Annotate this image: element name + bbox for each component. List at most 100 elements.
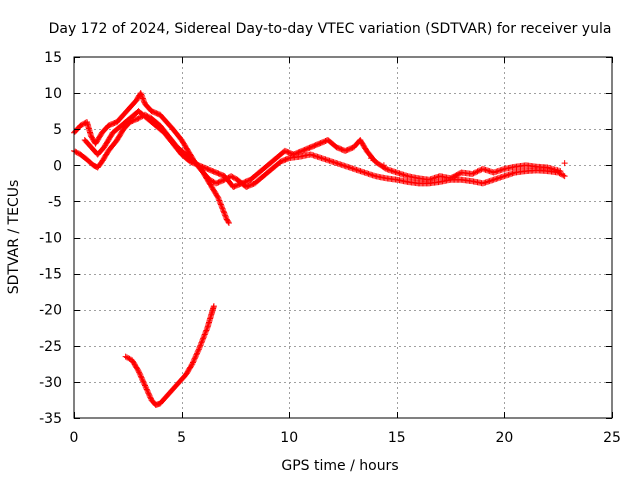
y-tick-label: -35 xyxy=(39,411,62,427)
data-point-marker xyxy=(217,201,224,208)
data-point-marker xyxy=(194,350,201,357)
data-point-marker xyxy=(223,215,230,222)
y-tick-label: 10 xyxy=(44,86,62,102)
data-point-marker xyxy=(470,170,477,177)
data-point-marker xyxy=(73,149,80,156)
y-axis-label: SDTVAR / TECUs xyxy=(6,180,22,295)
data-point-marker xyxy=(196,345,203,352)
data-point-marker xyxy=(147,394,154,401)
data-point-marker xyxy=(284,155,291,162)
data-point-marker xyxy=(143,385,150,392)
data-point-marker xyxy=(218,202,225,209)
data-point-marker xyxy=(210,303,217,310)
data-point-marker xyxy=(199,336,206,343)
data-point-marker xyxy=(137,373,144,380)
data-point-marker xyxy=(134,366,141,373)
data-point-marker xyxy=(380,162,387,169)
data-point-marker xyxy=(194,349,201,356)
axis-ticks: 0 5 10 15 20 25 15 10 5 0 -5 -10 -15 -20 -25 -30 -35 xyxy=(39,50,621,446)
data-point-marker xyxy=(135,115,142,122)
data-point-marker xyxy=(192,352,199,359)
data-point-marker xyxy=(221,211,228,218)
grid xyxy=(74,57,612,418)
y-tick-label: -30 xyxy=(39,375,62,391)
data-point-marker xyxy=(203,326,210,333)
data-point-marker xyxy=(142,383,149,390)
data-point-marker xyxy=(145,390,152,397)
data-point-marker xyxy=(140,379,147,386)
data-point-marker xyxy=(222,213,229,220)
x-tick-label: 0 xyxy=(70,430,79,446)
data-point-marker xyxy=(221,209,228,216)
data-point-marker xyxy=(136,114,143,121)
data-point-marker xyxy=(220,208,227,215)
data-point-marker xyxy=(189,360,196,367)
data-point-marker xyxy=(561,173,568,180)
data-point-marker xyxy=(473,169,480,176)
x-tick-label: 10 xyxy=(280,430,298,446)
data-point-marker xyxy=(142,382,149,389)
data-points xyxy=(71,90,568,409)
data-point-marker xyxy=(215,196,222,203)
data-point-marker xyxy=(229,173,236,180)
data-point-marker xyxy=(207,177,214,184)
data-point-marker xyxy=(202,328,209,335)
y-tick-label: -5 xyxy=(48,194,62,210)
x-tick-label: 5 xyxy=(177,430,186,446)
data-point-marker xyxy=(135,368,142,375)
data-point-marker xyxy=(144,387,151,394)
data-point-marker xyxy=(198,339,205,346)
data-point-marker xyxy=(199,338,206,345)
data-point-marker xyxy=(201,331,208,338)
data-point-marker xyxy=(200,334,207,341)
data-point-marker xyxy=(139,95,146,102)
data-point-marker xyxy=(228,173,235,180)
data-point-marker xyxy=(74,150,81,157)
data-point-marker xyxy=(560,172,567,179)
data-point-marker xyxy=(206,176,213,183)
data-point-marker xyxy=(475,167,482,174)
data-point-marker xyxy=(471,169,478,176)
data-point-marker xyxy=(561,160,568,167)
data-point-marker xyxy=(191,356,198,363)
data-point-marker xyxy=(477,167,484,174)
data-point-marker xyxy=(139,94,146,101)
data-point-marker xyxy=(122,353,129,360)
data-point-marker xyxy=(146,391,153,398)
data-point-marker xyxy=(136,370,143,377)
data-point-marker xyxy=(196,343,203,350)
data-point-marker xyxy=(202,330,209,337)
data-point-marker xyxy=(225,220,232,227)
data-point-marker xyxy=(136,369,143,376)
data-point-marker xyxy=(144,389,151,396)
data-point-marker xyxy=(138,374,145,381)
data-point-marker xyxy=(123,354,130,361)
data-point-marker xyxy=(222,212,229,219)
data-point-marker xyxy=(197,340,204,347)
plot-frame xyxy=(73,56,613,419)
x-axis-label: GPS time / hours xyxy=(281,458,398,474)
data-point-marker xyxy=(139,375,146,382)
x-tick-label: 15 xyxy=(388,430,406,446)
y-tick-label: 15 xyxy=(44,50,62,66)
data-point-marker xyxy=(217,200,224,207)
data-point-marker xyxy=(138,91,145,98)
y-tick-label: -25 xyxy=(39,339,62,355)
data-point-marker xyxy=(190,358,197,365)
data-point-marker xyxy=(195,347,202,354)
data-point-marker xyxy=(146,393,153,400)
y-tick-label: -10 xyxy=(39,231,62,247)
data-point-marker xyxy=(200,335,207,342)
data-point-marker xyxy=(231,175,238,182)
data-point-marker xyxy=(210,178,217,185)
data-point-marker xyxy=(220,206,227,213)
data-point-marker xyxy=(225,218,232,225)
data-point-marker xyxy=(192,354,199,361)
data-point-marker xyxy=(469,170,476,177)
data-point-marker xyxy=(140,96,147,103)
data-point-marker xyxy=(557,168,564,175)
data-point-marker xyxy=(381,165,388,172)
data-point-marker xyxy=(72,148,79,155)
